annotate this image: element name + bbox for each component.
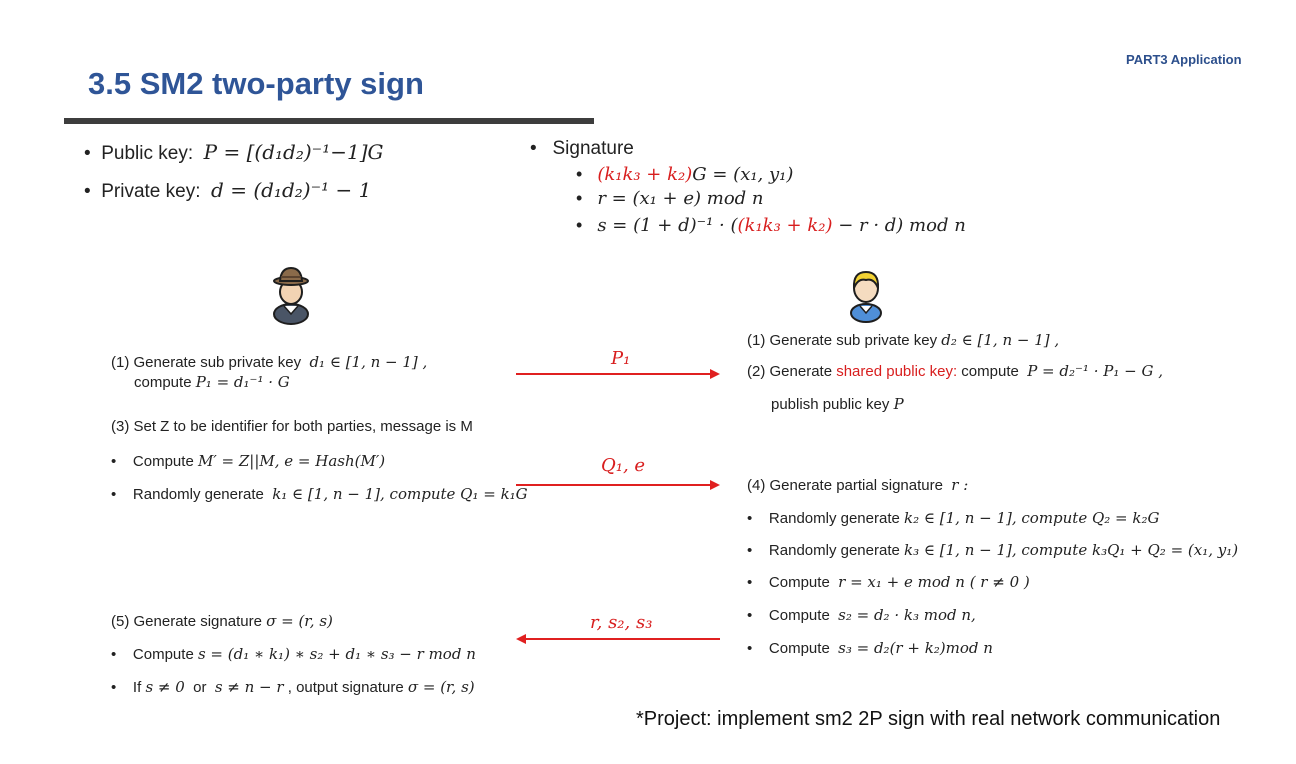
bullet-dot: • <box>747 510 769 527</box>
right-step2-line2-formula: P <box>893 395 904 413</box>
bullet-dot: • <box>576 164 598 184</box>
right-step2-formula: P = d₂⁻¹ · P₁ − G , <box>1027 362 1163 380</box>
bullet-dot: • <box>530 138 553 159</box>
bullet-dot: • <box>111 679 133 696</box>
right-step4: (4) Generate partial signature r : <box>747 476 968 494</box>
right-step4-formula: r : <box>951 476 969 494</box>
left-step1-line2: compute P₁ = d₁⁻¹ · G <box>134 373 290 391</box>
sig-line3-post: − r · d) mod n <box>832 215 966 236</box>
left-step5-bullet1: • Compute s = (d₁ ∗ k₁) ∗ s₂ + d₁ ∗ s₃ −… <box>111 645 476 663</box>
right-step1: (1) Generate sub private key d₂ ∈ [1, n … <box>747 331 1059 349</box>
title-underline <box>64 118 594 124</box>
left-step5-b2-f1: s ≠ 0 <box>145 678 185 696</box>
right-step4-text: (4) Generate partial signature <box>747 477 943 494</box>
right-bullet5: • Compute s₃ = d₂(r + k₂)mod n <box>747 639 993 657</box>
right-b4-text: Compute <box>768 607 830 624</box>
project-note: *Project: implement sm2 2P sign with rea… <box>636 708 1221 730</box>
user-with-hat-icon <box>273 266 309 325</box>
right-step2-line2-text: publish public key <box>771 396 890 413</box>
right-b4-formula: s₂ = d₂ · k₃ mod n, <box>838 606 976 624</box>
signature-heading: • Signature <box>530 138 634 160</box>
left-step3-b1-formula: M′ = Z||M, e = Hash(M′) <box>197 452 386 470</box>
left-step3: (3) Set Z to be identifier for both part… <box>111 418 473 435</box>
arrow-left-icon <box>516 634 720 644</box>
user-blonde-icon <box>850 270 882 323</box>
arrow-right-icon <box>516 480 720 490</box>
part-label: PART3 Application <box>1126 52 1242 67</box>
public-key-formula: P = [(d₁d₂)⁻¹−1]G <box>203 140 384 164</box>
bullet-dot: • <box>84 181 102 202</box>
signature-line-3: • s = (1 + d)⁻¹ · ((k₁k₃ + k₂) − r · d) … <box>576 215 966 236</box>
left-step1-line2-formula: P₁ = d₁⁻¹ · G <box>195 373 290 391</box>
right-b1-text: Randomly generate <box>768 510 900 527</box>
right-step2: (2) Generate shared public key: compute … <box>747 362 1163 380</box>
right-step2-red: shared public key: <box>836 363 958 380</box>
bullet-dot: • <box>84 143 102 164</box>
right-bullet2: • Randomly generate k₃ ∈ [1, n − 1], com… <box>747 541 1238 559</box>
signature-heading-text: Signature <box>552 138 634 159</box>
right-bullet4: • Compute s₂ = d₂ · k₃ mod n, <box>747 606 976 624</box>
bullet-dot: • <box>111 453 133 470</box>
sig-line3-pre: s = (1 + d)⁻¹ · ( <box>597 215 738 236</box>
bullet-dot: • <box>747 574 769 591</box>
left-step5-text: (5) Generate signature <box>111 613 262 630</box>
signature-line-1: • (k₁k₃ + k₂)G = (x₁, y₁) <box>576 164 793 185</box>
left-step1: (1) Generate sub private key d₁ ∈ [1, n … <box>111 353 427 371</box>
right-b5-formula: s₃ = d₂(r + k₂)mod n <box>838 639 993 657</box>
right-bullet1: • Randomly generate k₂ ∈ [1, n − 1], com… <box>747 509 1159 527</box>
private-key-formula: d = (d₁d₂)⁻¹ − 1 <box>211 178 372 202</box>
bullet-dot: • <box>111 646 133 663</box>
left-step3-b2-text: Randomly generate <box>132 486 264 503</box>
right-step2-line2: publish public key P <box>771 395 904 413</box>
bullet-dot: • <box>747 542 769 559</box>
page-title: 3.5 SM2 two-party sign <box>88 66 424 101</box>
right-b2-text: Randomly generate <box>768 542 900 559</box>
right-b5-text: Compute <box>768 640 830 657</box>
left-step5-b1-formula: s = (d₁ ∗ k₁) ∗ s₂ + d₁ ∗ s₃ − r mod n <box>197 645 476 663</box>
arrow2-label: Q₁, e <box>601 455 646 476</box>
sig-line2: r = (x₁ + e) mod n <box>597 188 764 209</box>
arrow3-label: r, s₂, s₃ <box>590 612 653 633</box>
right-b3-text: Compute <box>768 574 830 591</box>
right-step1-formula: d₂ ∈ [1, n − 1] , <box>941 331 1060 349</box>
left-step3-b1-text: Compute <box>132 453 194 470</box>
bullet-dot: • <box>576 215 598 235</box>
left-step3-b2-formula: k₁ ∈ [1, n − 1], compute Q₁ = k₁G <box>272 485 528 503</box>
right-b1-formula: k₂ ∈ [1, n − 1], compute Q₂ = k₂G <box>904 509 1160 527</box>
bullet-dot: • <box>111 486 133 503</box>
arrow-right-icon <box>516 369 720 379</box>
left-step5-b2-pre: If <box>132 679 142 696</box>
sig-line1-rest: G = (x₁, y₁) <box>692 164 794 185</box>
left-step1-line2-text: compute <box>134 374 192 391</box>
left-step5-b1-text: Compute <box>132 646 194 663</box>
left-step1-formula: d₁ ∈ [1, n − 1] , <box>309 353 428 371</box>
left-step3-bullet2: • Randomly generate k₁ ∈ [1, n − 1], com… <box>111 485 528 503</box>
right-bullet3: • Compute r = x₁ + e mod n ( r ≠ 0 ) <box>747 573 1030 591</box>
right-b3-formula: r = x₁ + e mod n ( r ≠ 0 ) <box>838 573 1030 591</box>
private-key-line: • Private key: d = (d₁d₂)⁻¹ − 1 <box>84 178 371 203</box>
sig-line1-red: (k₁k₃ + k₂) <box>597 164 693 185</box>
right-b2-formula: k₃ ∈ [1, n − 1], compute k₃Q₁ + Q₂ = (x₁… <box>904 541 1239 559</box>
bullet-dot: • <box>747 607 769 624</box>
bullet-dot: • <box>747 640 769 657</box>
left-step5: (5) Generate signature σ = (r, s) <box>111 612 333 630</box>
left-step5-b2-or: or <box>193 679 207 696</box>
sig-line3-red: (k₁k₃ + k₂) <box>737 215 833 236</box>
public-key-label: Public key: <box>101 143 194 164</box>
private-key-label: Private key: <box>101 181 201 202</box>
left-step5-bullet2: • If s ≠ 0 or s ≠ n − r , output signatu… <box>111 678 475 696</box>
public-key-line: • Public key: P = [(d₁d₂)⁻¹−1]G <box>84 140 383 165</box>
left-step3-bullet1: • Compute M′ = Z||M, e = Hash(M′) <box>111 452 385 470</box>
right-step2-pre: (2) Generate <box>747 363 833 380</box>
bullet-dot: • <box>576 188 598 208</box>
left-step5-formula: σ = (r, s) <box>266 612 333 630</box>
signature-line-2: • r = (x₁ + e) mod n <box>576 188 764 209</box>
arrow1-label: P₁ <box>611 348 631 369</box>
left-step1-text: (1) Generate sub private key <box>111 354 302 371</box>
right-step1-text: (1) Generate sub private key <box>747 332 938 349</box>
left-step5-b2-f3: σ = (r, s) <box>407 678 475 696</box>
left-step5-b2-post: , output signature <box>287 679 404 696</box>
right-step2-post: compute <box>961 363 1019 380</box>
left-step5-b2-f2: s ≠ n − r <box>214 678 284 696</box>
